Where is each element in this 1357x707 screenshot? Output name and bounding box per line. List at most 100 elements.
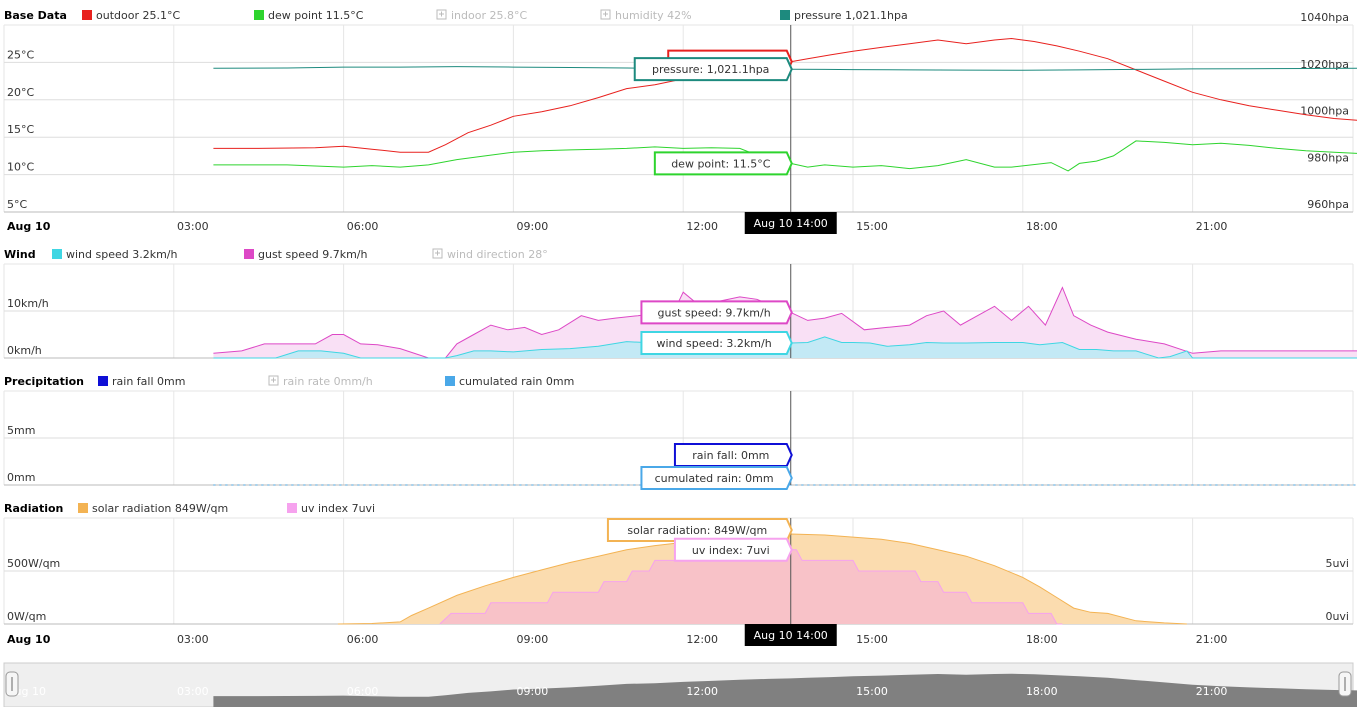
tooltip-box	[673, 537, 793, 562]
tooltip-label: gust speed: 9.7km/h	[657, 306, 770, 319]
tooltip-box	[640, 300, 793, 325]
legend-item-pressure[interactable]: pressure 1,021.1hpa	[780, 9, 908, 22]
legend-label[interactable]: rain rate 0mm/h	[283, 375, 373, 388]
legend-item-uv[interactable]: uv index 7uvi	[287, 502, 375, 515]
legend-label[interactable]: humidity 42%	[615, 9, 692, 22]
legend-label[interactable]: gust speed 9.7km/h	[258, 248, 368, 261]
legend-color-box	[244, 249, 254, 259]
y-tick-left: 5mm	[7, 424, 35, 437]
navigator-x-tick: 18:00	[1026, 685, 1058, 698]
legend-item-cumulated-rain[interactable]: cumulated rain 0mm	[445, 375, 574, 388]
y-tick-left: 500W/qm	[7, 557, 60, 570]
legend-item-solar[interactable]: solar radiation 849W/qm	[78, 502, 228, 515]
y-tick-right: 5uvi	[1325, 557, 1349, 570]
panel-title: Radiation	[4, 502, 63, 515]
legend-label[interactable]: cumulated rain 0mm	[459, 375, 574, 388]
tooltip-wind-speed: wind speed: 3.2km/h	[640, 330, 793, 355]
x-tick: 09:00	[517, 633, 549, 646]
legend-label[interactable]: wind speed 3.2km/h	[66, 248, 178, 261]
y-tick-left: 0W/qm	[7, 610, 46, 623]
panel-radiation: Radiation solar radiation 849W/qm uv index…	[3, 502, 1354, 646]
tooltip-box	[640, 466, 793, 490]
series-line-gust-speed	[213, 286, 1357, 359]
y-tick-right: 1000hpa	[1300, 105, 1349, 118]
y-tick-right: 980hpa	[1307, 151, 1349, 164]
x-axis-date: Aug 10	[7, 633, 51, 646]
navigator[interactable]: Aug 10 03:00 06:00 09:00 12:00 15:00 18:00 21:0…	[3, 662, 1357, 707]
tooltip-uv: uv index: 7uvi	[673, 537, 793, 562]
legend-item-gust-speed[interactable]: gust speed 9.7km/h	[244, 248, 368, 261]
tooltip-label: cumulated rain: 0mm	[655, 472, 774, 485]
legend-label[interactable]: uv index 7uvi	[301, 502, 375, 515]
tooltip-cumulated-rain: cumulated rain: 0mm	[640, 466, 793, 490]
y-tick-right: 0uvi	[1325, 610, 1349, 623]
x-tick: 18:00	[1026, 220, 1058, 233]
legend-label[interactable]: indoor 25.8°C	[451, 9, 527, 22]
y-tick-right: 960hpa	[1307, 198, 1349, 211]
y-tick-left: 10°C	[7, 161, 34, 174]
y-tick-left: 20°C	[7, 86, 34, 99]
tooltip-gust-speed: gust speed: 9.7km/h	[640, 300, 793, 325]
tooltip-box	[673, 443, 793, 467]
legend-color-box	[254, 10, 264, 20]
legend-label[interactable]: wind direction 28°	[447, 248, 548, 261]
y-tick-right: 1020hpa	[1300, 58, 1349, 71]
legend-disabled-icon	[439, 11, 444, 17]
tooltip-label: solar radiation: 849W/qm	[627, 524, 767, 537]
tooltip-label: dew point: 11.5°C	[671, 157, 770, 170]
panel-wind: Wind wind speed 3.2km/h gust speed 9.7km/h…	[3, 248, 1357, 359]
y-tick-left: 5°C	[7, 198, 27, 211]
tooltip-box	[653, 151, 793, 176]
tooltip-dew-point: dew point: 11.5°C	[653, 151, 793, 176]
legend-disabled-icon	[432, 248, 443, 259]
navigator-x-tick: 09:00	[517, 685, 549, 698]
x-tick: 12:00	[686, 633, 718, 646]
navigator-handle-right[interactable]	[1338, 671, 1352, 697]
tooltip-label: rain fall: 0mm	[692, 449, 769, 462]
legend-item-rain-fall[interactable]: rain fall 0mm	[98, 375, 185, 388]
y-tick-left: 0km/h	[7, 344, 42, 357]
tooltip-box	[633, 57, 793, 82]
legend-item-dew-point[interactable]: dew point 11.5°C	[254, 9, 364, 22]
navigator-x-tick: 06:00	[347, 685, 379, 698]
legend-label[interactable]: outdoor 25.1°C	[96, 9, 180, 22]
tooltip-box	[606, 518, 793, 542]
crosshair-time-box	[744, 624, 837, 646]
legend-item-outdoor[interactable]: outdoor 25.1°C	[82, 9, 180, 22]
legend-item-rain-rate[interactable]: rain rate 0mm/h	[268, 375, 373, 388]
x-tick: 18:00	[1026, 633, 1058, 646]
legend-label[interactable]: rain fall 0mm	[112, 375, 185, 388]
x-tick: 06:00	[347, 633, 379, 646]
x-tick: 15:00	[856, 633, 888, 646]
tooltip-label: uv index: 7uvi	[692, 544, 770, 557]
navigator-x-tick: 03:00	[177, 685, 209, 698]
legend-label[interactable]: dew point 11.5°C	[268, 9, 364, 22]
y-tick-left: 10km/h	[7, 297, 49, 310]
y-tick-left: 25°C	[7, 48, 34, 61]
tooltip-pressure: pressure: 1,021.1hpa	[633, 57, 793, 82]
legend-item-indoor[interactable]: indoor 25.8°C	[436, 9, 527, 22]
x-tick: 21:00	[1196, 220, 1228, 233]
legend-label[interactable]: pressure 1,021.1hpa	[794, 9, 908, 22]
legend-item-humidity[interactable]: humidity 42%	[600, 9, 692, 22]
legend-item-wind-speed[interactable]: wind speed 3.2km/h	[52, 248, 178, 261]
panel-title: Base Data	[4, 9, 67, 22]
x-tick: 03:00	[177, 633, 209, 646]
series-line-outdoor	[213, 37, 1357, 153]
legend-color-box	[98, 376, 108, 386]
navigator-handle-left[interactable]	[5, 671, 19, 697]
legend-label[interactable]: solar radiation 849W/qm	[92, 502, 228, 515]
legend-disabled-icon	[436, 9, 447, 20]
legend-disabled-icon	[268, 375, 279, 386]
panel-base-data: Base Data outdoor 25.1°C dew point 11.5°C i…	[3, 9, 1357, 234]
panel-title: Wind	[4, 248, 36, 261]
plot-area	[213, 37, 1357, 172]
x-tick: 06:00	[347, 220, 379, 233]
crosshair-time-text: Aug 10 14:00	[754, 217, 828, 230]
x-tick: 12:00	[686, 220, 718, 233]
tooltip-box	[640, 330, 793, 355]
crosshair-time-label: Aug 10 14:00	[744, 624, 837, 646]
x-tick: 03:00	[177, 220, 209, 233]
legend-item-wind-direction[interactable]: wind direction 28°	[432, 248, 548, 261]
